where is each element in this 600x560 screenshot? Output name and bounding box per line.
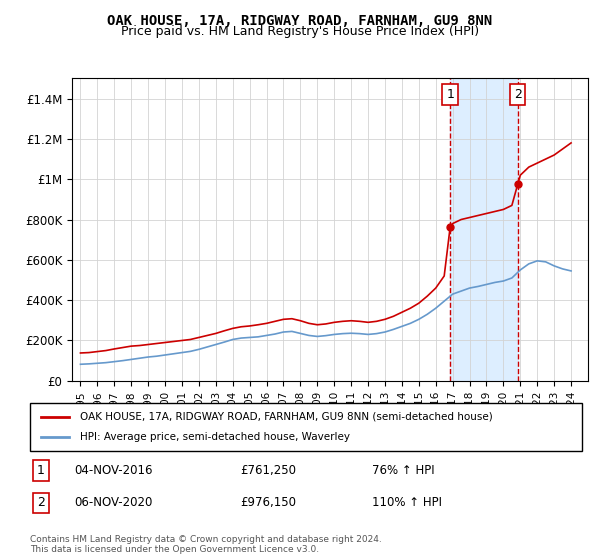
Text: £761,250: £761,250 (240, 464, 296, 477)
Text: Contains HM Land Registry data © Crown copyright and database right 2024.
This d: Contains HM Land Registry data © Crown c… (30, 535, 382, 554)
Text: 2: 2 (37, 496, 45, 509)
Text: 04-NOV-2016: 04-NOV-2016 (74, 464, 152, 477)
Text: HPI: Average price, semi-detached house, Waverley: HPI: Average price, semi-detached house,… (80, 432, 350, 442)
Text: Price paid vs. HM Land Registry's House Price Index (HPI): Price paid vs. HM Land Registry's House … (121, 25, 479, 38)
Text: 2: 2 (514, 88, 522, 101)
Text: £976,150: £976,150 (240, 496, 296, 509)
Text: OAK HOUSE, 17A, RIDGWAY ROAD, FARNHAM, GU9 8NN: OAK HOUSE, 17A, RIDGWAY ROAD, FARNHAM, G… (107, 14, 493, 28)
FancyBboxPatch shape (30, 403, 582, 451)
Text: 76% ↑ HPI: 76% ↑ HPI (372, 464, 435, 477)
Text: 1: 1 (446, 88, 454, 101)
Text: 06-NOV-2020: 06-NOV-2020 (74, 496, 152, 509)
Text: 110% ↑ HPI: 110% ↑ HPI (372, 496, 442, 509)
Text: 1: 1 (37, 464, 45, 477)
Bar (450, 78, 518, 381)
Text: OAK HOUSE, 17A, RIDGWAY ROAD, FARNHAM, GU9 8NN (semi-detached house): OAK HOUSE, 17A, RIDGWAY ROAD, FARNHAM, G… (80, 412, 493, 422)
